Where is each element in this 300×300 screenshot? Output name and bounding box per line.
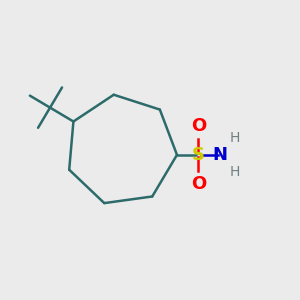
- Text: H: H: [230, 131, 240, 145]
- Text: O: O: [191, 117, 206, 135]
- Text: N: N: [212, 146, 227, 164]
- Text: S: S: [192, 146, 205, 164]
- Text: O: O: [191, 175, 206, 193]
- Text: H: H: [230, 165, 240, 179]
